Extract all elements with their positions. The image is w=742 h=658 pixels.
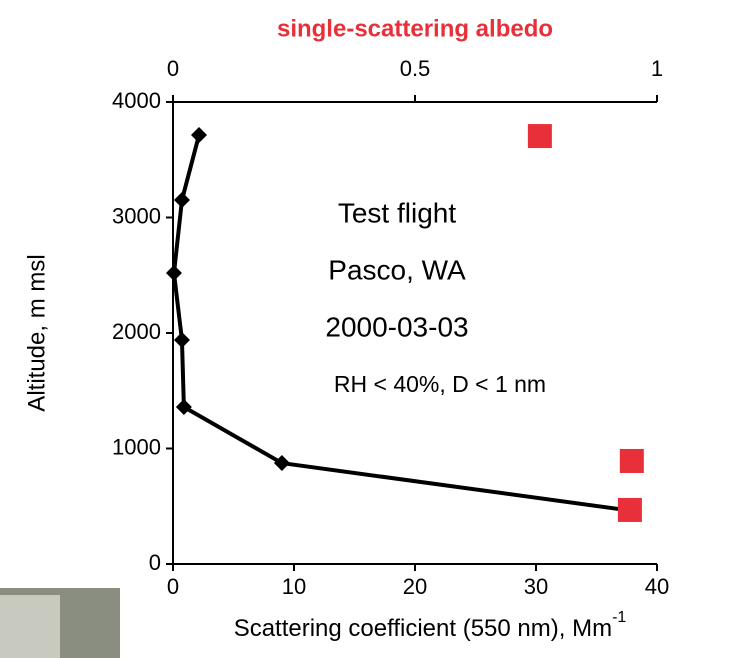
y-tick-label: 3000 bbox=[112, 203, 161, 228]
x2-tick-label: 1 bbox=[651, 56, 663, 81]
chart-title: single-scattering albedo bbox=[277, 15, 553, 42]
x-tick-label: 0 bbox=[167, 574, 179, 599]
annotation: Test flight bbox=[338, 197, 456, 228]
y-tick-label: 0 bbox=[149, 550, 161, 575]
marker-diamond bbox=[165, 265, 182, 282]
x-axis-label: Scattering coefficient (550 nm), Mm-1 bbox=[234, 609, 627, 642]
annotation: RH < 40%, D < 1 nm bbox=[334, 371, 546, 397]
x2-tick-label: 0 bbox=[167, 56, 179, 81]
y-axis-label: Altitude, m msl bbox=[23, 254, 50, 411]
photo-fragment bbox=[0, 595, 60, 658]
marker-diamond bbox=[191, 127, 208, 144]
x-tick-label: 40 bbox=[645, 574, 669, 599]
x-axis-label-text: Scattering coefficient (550 nm), Mm bbox=[234, 615, 612, 642]
y-tick-label: 2000 bbox=[112, 319, 161, 344]
marker-square bbox=[527, 124, 552, 149]
y-tick-label: 1000 bbox=[112, 434, 161, 459]
marker-diamond bbox=[175, 399, 192, 416]
annotation: Pasco, WA bbox=[328, 254, 466, 285]
x-tick-label: 20 bbox=[403, 574, 427, 599]
marker-diamond bbox=[273, 455, 290, 472]
marker-square bbox=[619, 448, 644, 473]
marker-diamond bbox=[173, 332, 190, 349]
x-axis-label-superscript: -1 bbox=[612, 609, 626, 626]
y-tick-label: 4000 bbox=[112, 88, 161, 113]
x-tick-label: 10 bbox=[282, 574, 306, 599]
x-tick-label: 30 bbox=[524, 574, 548, 599]
annotation: 2000-03-03 bbox=[325, 311, 468, 342]
marker-square bbox=[617, 497, 642, 522]
x2-tick-label: 0.5 bbox=[400, 56, 431, 81]
marker-diamond bbox=[173, 192, 190, 209]
